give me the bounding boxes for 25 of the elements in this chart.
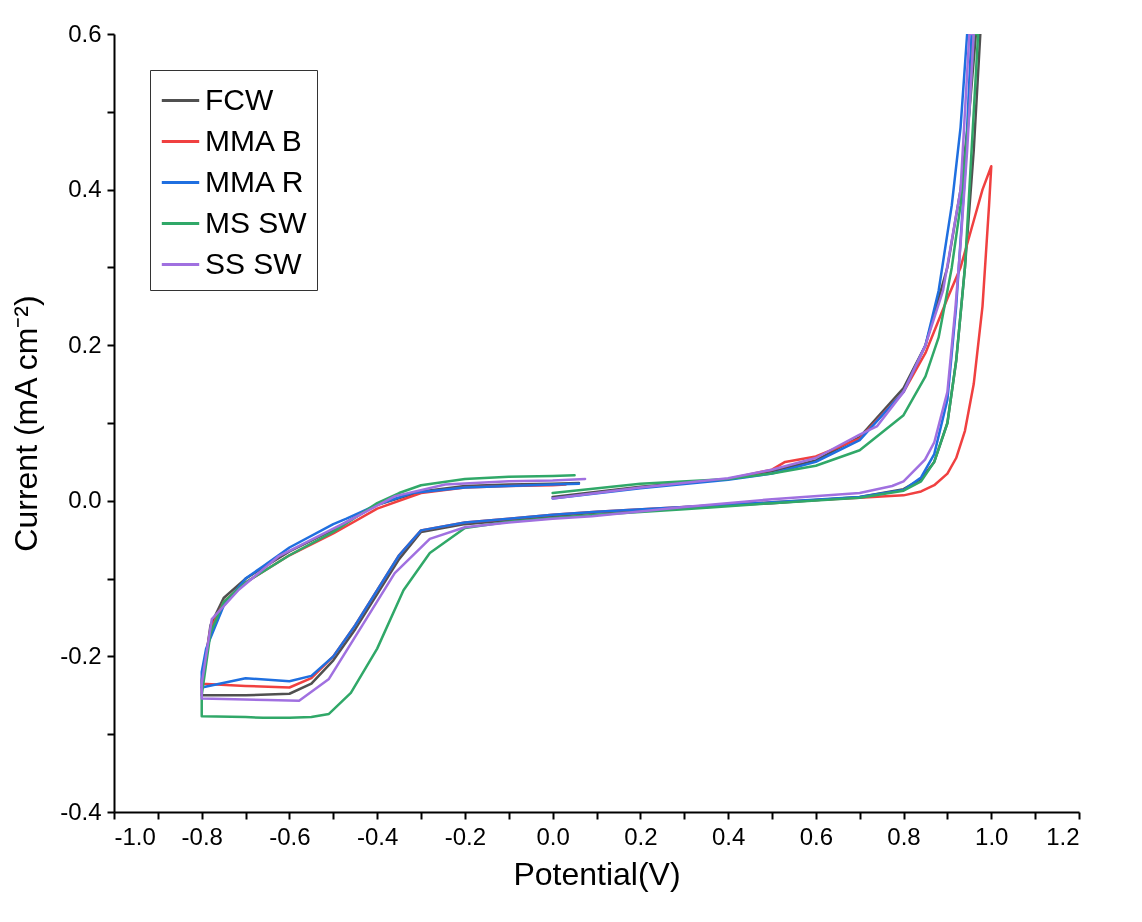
x-tick-label: 0.0 [536, 822, 570, 850]
legend-label: MMA R [205, 164, 304, 198]
x-tick-label: -0.6 [269, 822, 311, 850]
legend-label: MMA B [205, 123, 302, 157]
x-tick-label: -0.8 [181, 822, 223, 850]
legend-label: MS SW [205, 205, 308, 239]
x-tick-label: 0.6 [799, 822, 834, 850]
y-tick-label: 0.2 [68, 330, 102, 358]
y-tick-label: -0.2 [60, 641, 102, 669]
x-tick-label: 1.0 [975, 822, 1009, 850]
y-tick-label: 0.6 [68, 19, 102, 47]
legend-label: FCW [205, 82, 274, 116]
x-tick-label: -0.4 [357, 822, 399, 850]
x-tick-label: 0.8 [887, 822, 921, 850]
x-axis-title: Potential(V) [513, 855, 681, 892]
x-tick-label: 1.2 [1046, 822, 1080, 850]
y-axis-title: Current (mA cm⁻²) [8, 295, 45, 552]
y-tick-label: 0.0 [68, 486, 102, 514]
x-tick-label: 0.2 [624, 822, 658, 850]
legend-label: SS SW [205, 246, 303, 280]
y-tick-label: 0.4 [68, 175, 102, 203]
x-tick-label: -0.2 [444, 822, 487, 850]
x-tick-label: -1.0 [114, 822, 156, 850]
y-tick-label: -0.4 [60, 797, 102, 825]
x-tick-label: 0.4 [711, 822, 746, 850]
